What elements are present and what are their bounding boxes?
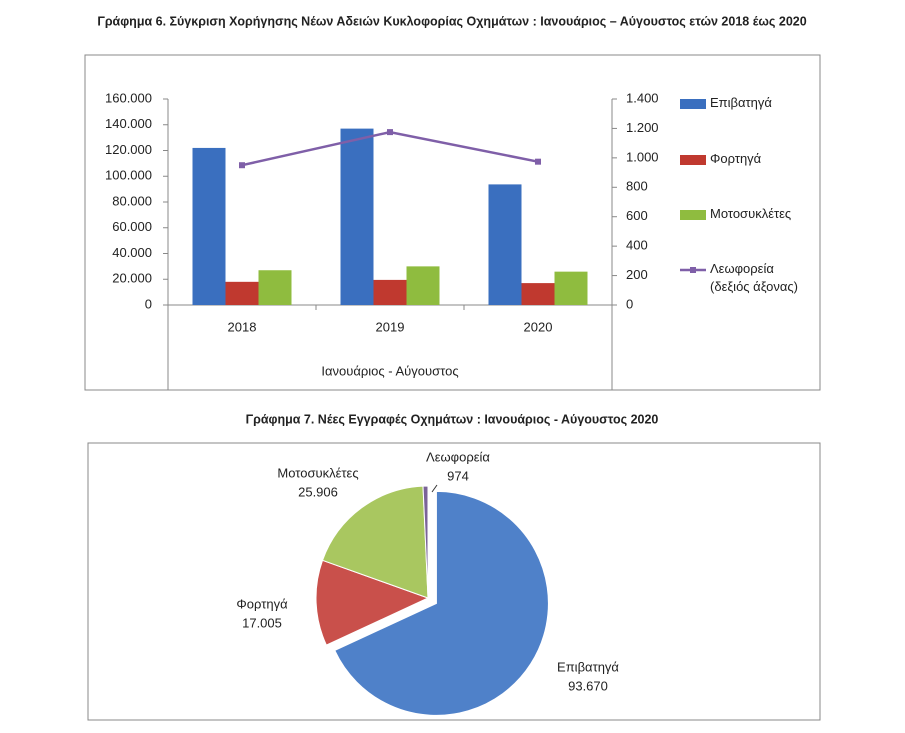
y2-tick-label: 1.000 — [626, 149, 659, 164]
line-marker — [239, 162, 245, 169]
legend-item: Φορτηγά — [710, 151, 762, 166]
bar — [521, 283, 555, 305]
y-tick-label: 60.000 — [112, 219, 152, 234]
x-tick-label: 2020 — [524, 319, 553, 334]
line-marker — [535, 158, 541, 165]
chart-frame — [84, 54, 821, 391]
y2-tick-label: 600 — [626, 208, 648, 223]
legend-label: Επιβατηγά — [710, 95, 772, 110]
bar — [488, 184, 522, 305]
y-tick-label: 140.000 — [105, 116, 152, 131]
pie-label: Φορτηγά — [236, 596, 288, 611]
y2-tick-label: 200 — [626, 267, 648, 282]
y2-tick-label: 1.200 — [626, 120, 659, 135]
legend-label: Μοτοσυκλέτες — [710, 206, 792, 221]
legend-label: Λεωφορεία (δεξιός άξονας) — [710, 261, 799, 294]
legend-swatch — [680, 210, 706, 220]
leader-line — [431, 484, 438, 493]
y-tick-label: 80.000 — [112, 193, 152, 208]
x-tick-label: 2018 — [228, 319, 257, 334]
y2-tick-label: 0 — [626, 296, 633, 311]
y-tick-label: 120.000 — [105, 142, 152, 157]
pie-label: Λεωφορεία — [426, 449, 490, 464]
line-series — [241, 130, 539, 167]
chart-frame — [87, 442, 821, 721]
bar — [554, 271, 588, 305]
legend-item: Επιβατηγά — [710, 95, 772, 110]
chart-title: Γράφημα 6. Σύγκριση Χορήγησης Νέων Αδειώ… — [97, 14, 806, 28]
pie-label: Επιβατηγά — [557, 659, 619, 674]
y2-tick-label: 800 — [626, 179, 648, 194]
line-marker — [387, 129, 393, 136]
pie-slice — [315, 559, 430, 646]
chart-title: Γράφημα 7. Νέες Εγγραφές Οχημάτων : Ιανο… — [246, 412, 659, 426]
y-tick-label: 160.000 — [105, 90, 152, 105]
y-tick-label: 100.000 — [105, 168, 152, 183]
pie-label: Μοτοσυκλέτες — [277, 465, 358, 480]
y2-tick-label: 400 — [626, 238, 648, 253]
bar — [373, 279, 407, 305]
bar — [406, 266, 440, 305]
pie-value-label: 974 — [447, 468, 469, 483]
bar — [192, 147, 226, 305]
legend-label: Φορτηγά — [710, 151, 762, 166]
bar — [258, 270, 292, 305]
bar — [225, 281, 259, 305]
pie-slice — [334, 490, 549, 716]
pie-slice — [321, 485, 429, 599]
pie-value-label: 25.906 — [298, 484, 338, 499]
y2-tick-label: 1.400 — [626, 90, 659, 105]
legend-item: Λεωφορεία (δεξιός άξονας) — [710, 261, 799, 294]
bar — [340, 128, 374, 305]
y-tick-label: 0 — [145, 296, 152, 311]
y-tick-label: 40.000 — [112, 245, 152, 260]
x-axis-label: Ιανουάριος - Αύγουστος — [321, 363, 458, 378]
legend-item: Μοτοσυκλέτες — [710, 206, 792, 221]
pie-slice — [422, 485, 429, 599]
y-tick-label: 20.000 — [112, 271, 152, 286]
legend-swatch — [680, 155, 706, 165]
pie-value-label: 93.670 — [568, 678, 608, 693]
x-tick-label: 2019 — [376, 319, 405, 334]
pie-value-label: 17.005 — [242, 615, 282, 630]
legend-swatch — [680, 99, 706, 109]
legend-swatch — [690, 267, 696, 273]
